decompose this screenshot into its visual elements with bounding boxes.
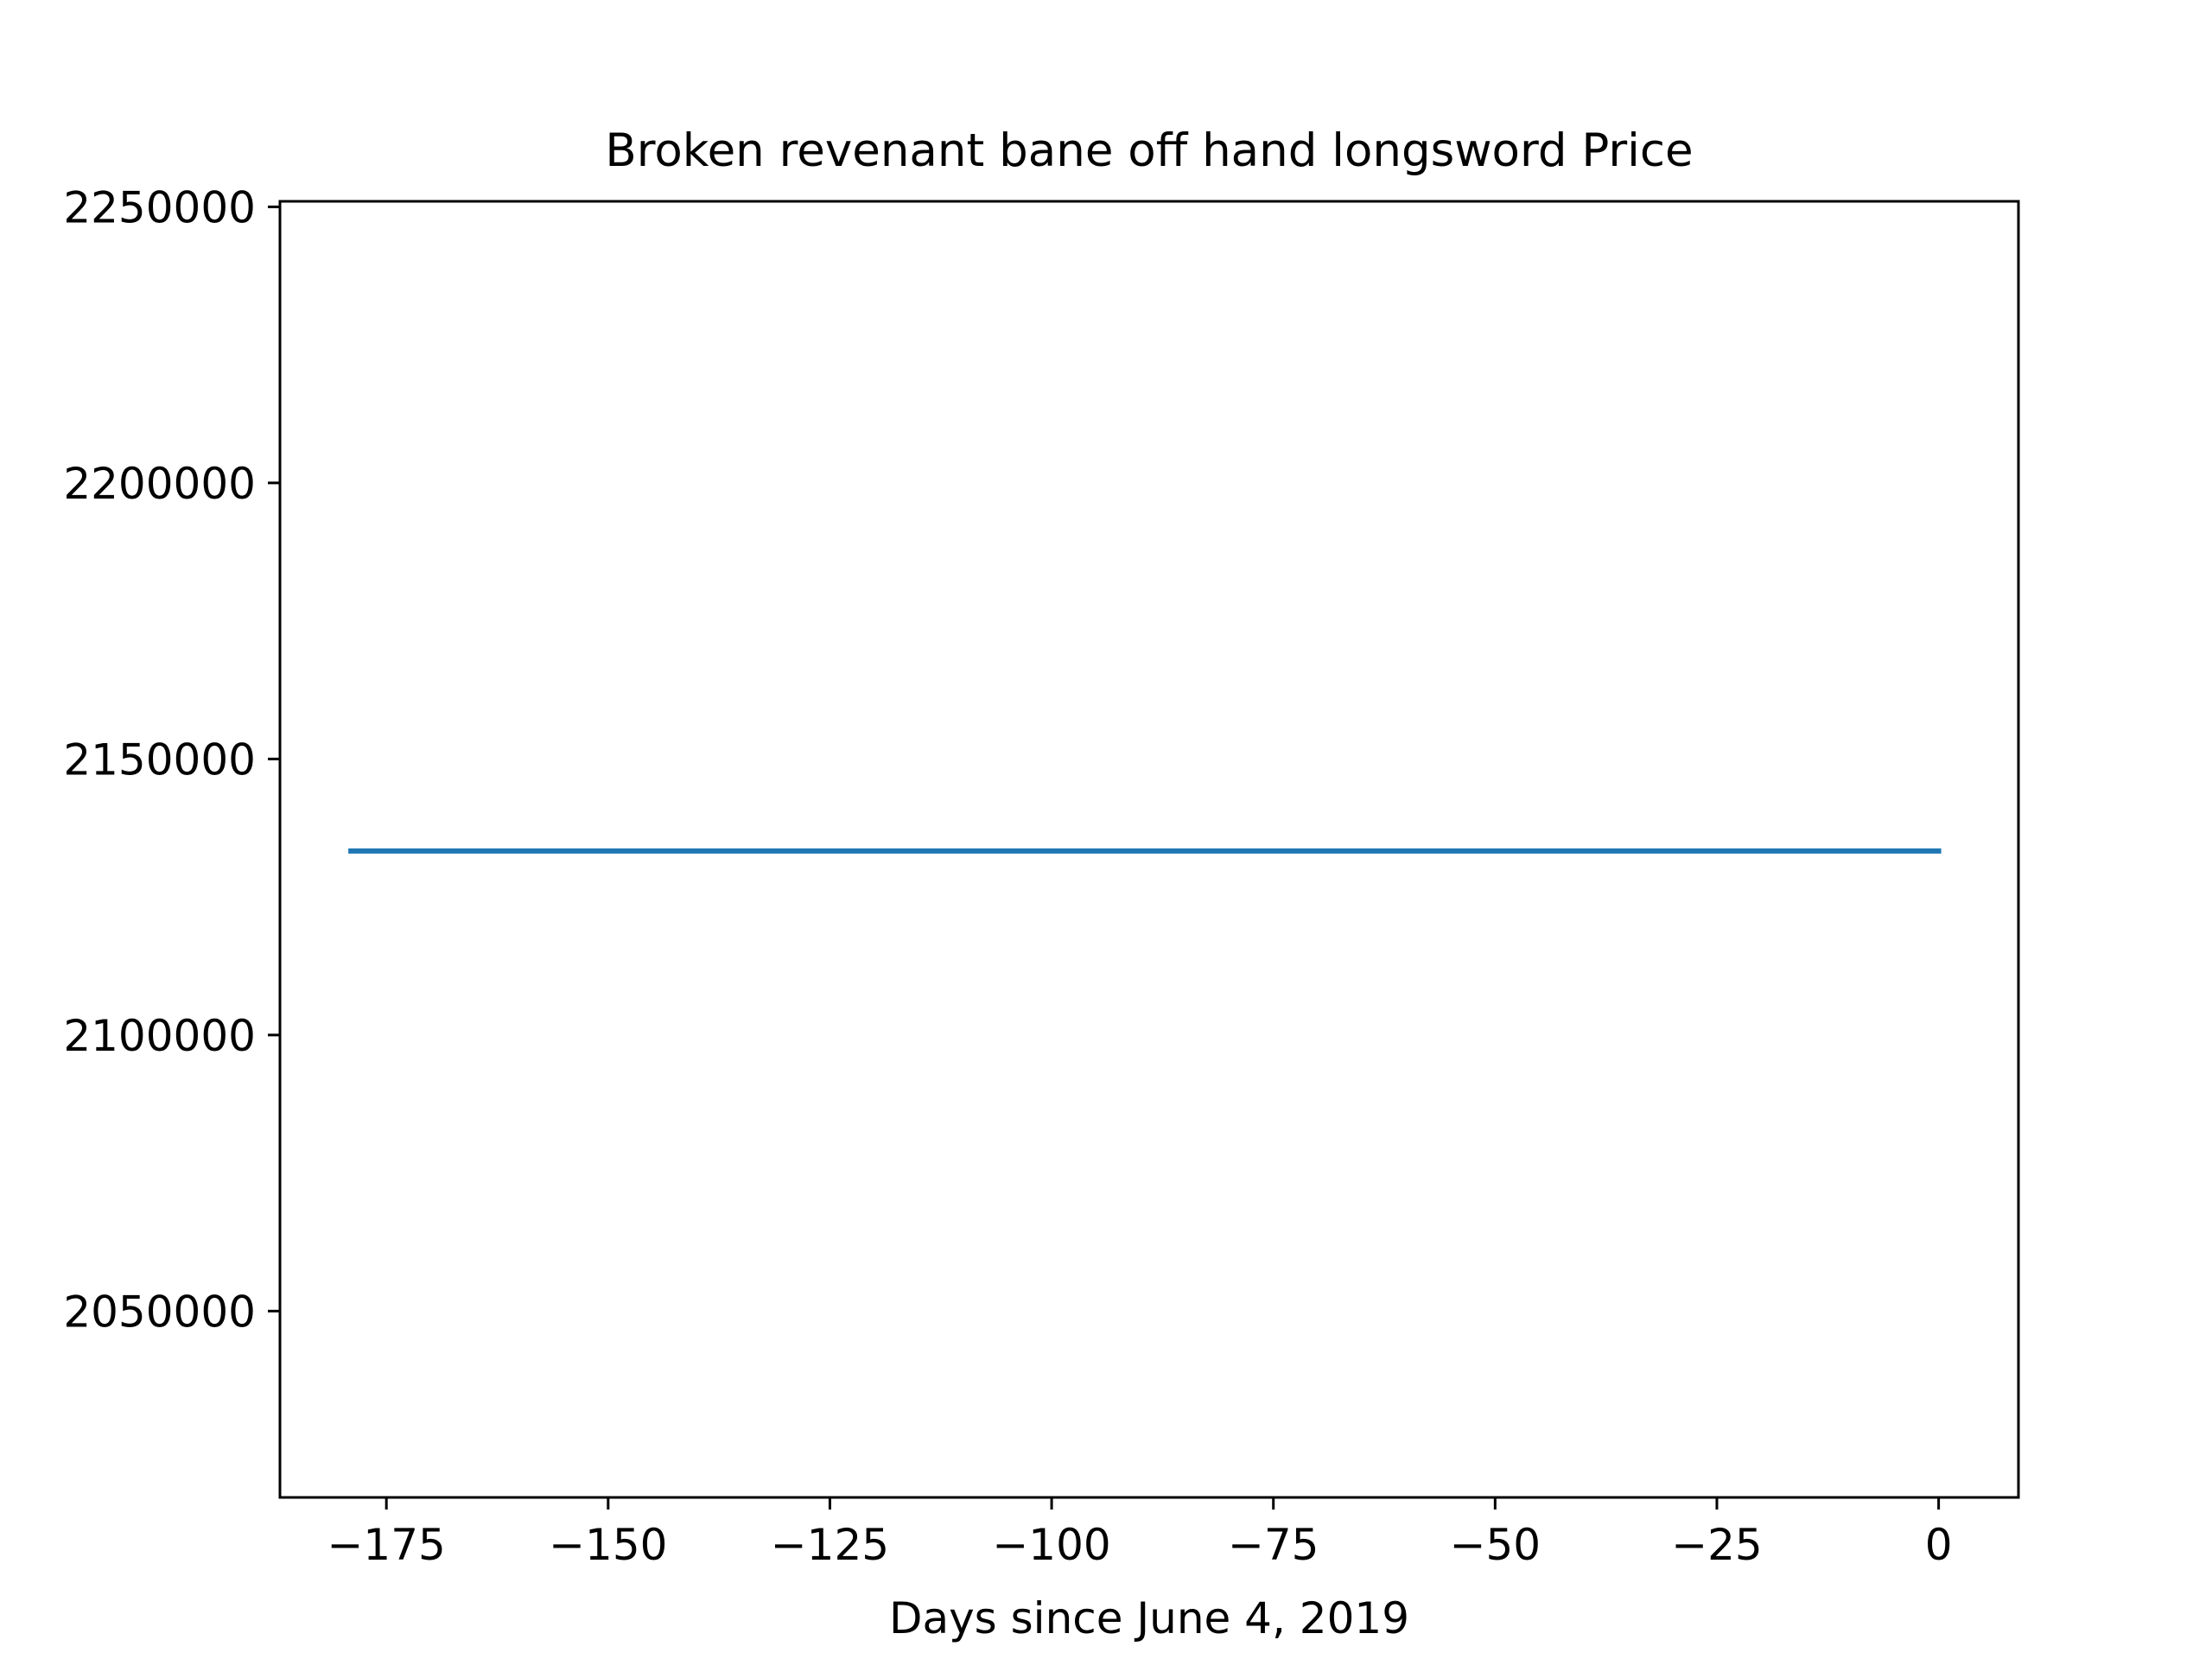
x-tick-label: −50 xyxy=(1450,1520,1541,1570)
plot-frame xyxy=(278,200,2020,1499)
x-axis-label: Days since June 4, 2019 xyxy=(889,1593,1409,1643)
y-tick-label: 2250000 xyxy=(63,182,256,232)
x-tick-label: −100 xyxy=(992,1520,1110,1570)
x-tick-label: −150 xyxy=(549,1520,667,1570)
y-axis: 2050000 2100000 2150000 2200000 2250000 xyxy=(63,182,280,1337)
x-axis: −175 −150 −125 −100 −75 −50 −25 0 xyxy=(327,1497,1953,1570)
chart-title: Broken revenant bane off hand longsword … xyxy=(605,124,1693,177)
x-tick-label: −125 xyxy=(771,1520,889,1570)
y-tick-label: 2100000 xyxy=(63,1011,256,1061)
x-tick-label: −25 xyxy=(1671,1520,1763,1570)
x-tick-label: −75 xyxy=(1228,1520,1319,1570)
x-tick-label: 0 xyxy=(1925,1520,1953,1570)
y-tick-label: 2150000 xyxy=(63,734,256,785)
y-tick-label: 2050000 xyxy=(63,1287,256,1337)
x-tick-label: −175 xyxy=(327,1520,446,1570)
y-tick-label: 2200000 xyxy=(63,459,256,509)
